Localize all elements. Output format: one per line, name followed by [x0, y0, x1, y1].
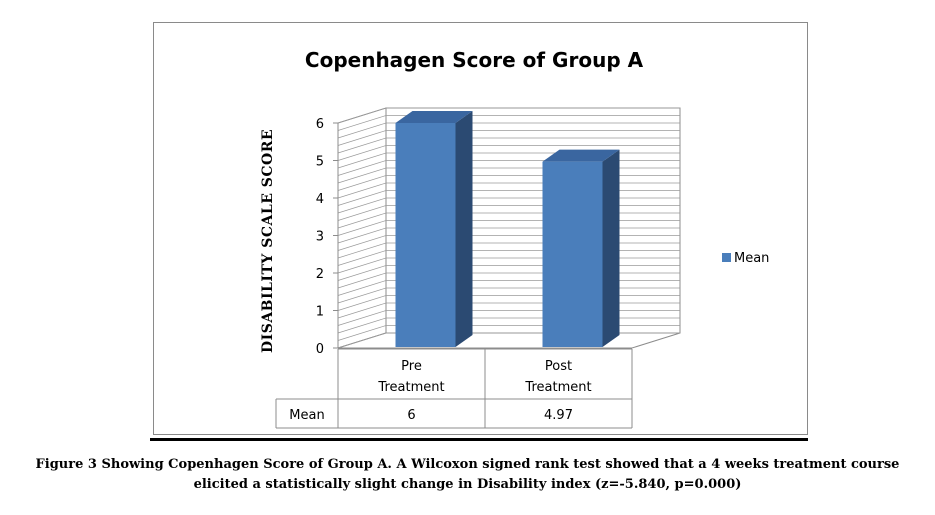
y-tick-label: 6 [316, 117, 324, 132]
caption-rule [150, 438, 808, 441]
figure-caption: Figure 3 Showing Copenhagen Score of Gro… [10, 455, 925, 495]
gridline [337, 130, 680, 146]
bar-side [602, 149, 620, 347]
category-label: Pre [401, 359, 422, 374]
data-table: Pre Treatment 6 Post Treatment 4.97 Mean [275, 348, 633, 429]
caption-line-1: Figure 3 Showing Copenhagen Score of Gro… [35, 457, 900, 472]
bar-side [455, 111, 473, 347]
y-axis-ticks: 0 1 2 3 4 5 6 [316, 117, 339, 357]
y-tick-label: 5 [316, 155, 324, 170]
gridline [337, 107, 680, 124]
bar-front [395, 123, 456, 347]
bar-chart: Copenhagen Score of Group A DISABILITY S… [260, 48, 769, 429]
caption-line-2: elicited a statistically slight change i… [193, 477, 742, 492]
category-label: Treatment [377, 380, 444, 395]
y-tick-label: 4 [316, 192, 324, 207]
chart-frame: Copenhagen Score of Group A DISABILITY S… [153, 22, 808, 435]
gridline [337, 137, 680, 154]
bar-top [542, 149, 620, 162]
floor [337, 332, 681, 349]
legend-label: Mean [734, 251, 769, 266]
chart-title: Copenhagen Score of Group A [305, 48, 644, 72]
gridline [337, 145, 680, 161]
y-tick-label: 2 [316, 267, 324, 282]
y-tick-label: 1 [316, 305, 324, 320]
table-row-label: Mean [289, 408, 324, 423]
bars [395, 111, 620, 347]
legend: Mean [722, 251, 769, 266]
gridline [337, 122, 680, 139]
bar-top [395, 111, 473, 123]
y-axis-label: DISABILITY SCALE SCORE [260, 129, 276, 353]
category-label: Post [545, 359, 572, 374]
bar-front [542, 161, 603, 347]
y-tick-label: 0 [316, 342, 324, 357]
data-label: 4.97 [544, 408, 573, 423]
bar [542, 149, 620, 347]
legend-swatch [722, 253, 731, 262]
y-tick-label: 3 [316, 230, 324, 245]
gridline [337, 115, 680, 131]
bar [395, 111, 473, 347]
data-label: 6 [407, 408, 415, 423]
category-label: Treatment [524, 380, 591, 395]
